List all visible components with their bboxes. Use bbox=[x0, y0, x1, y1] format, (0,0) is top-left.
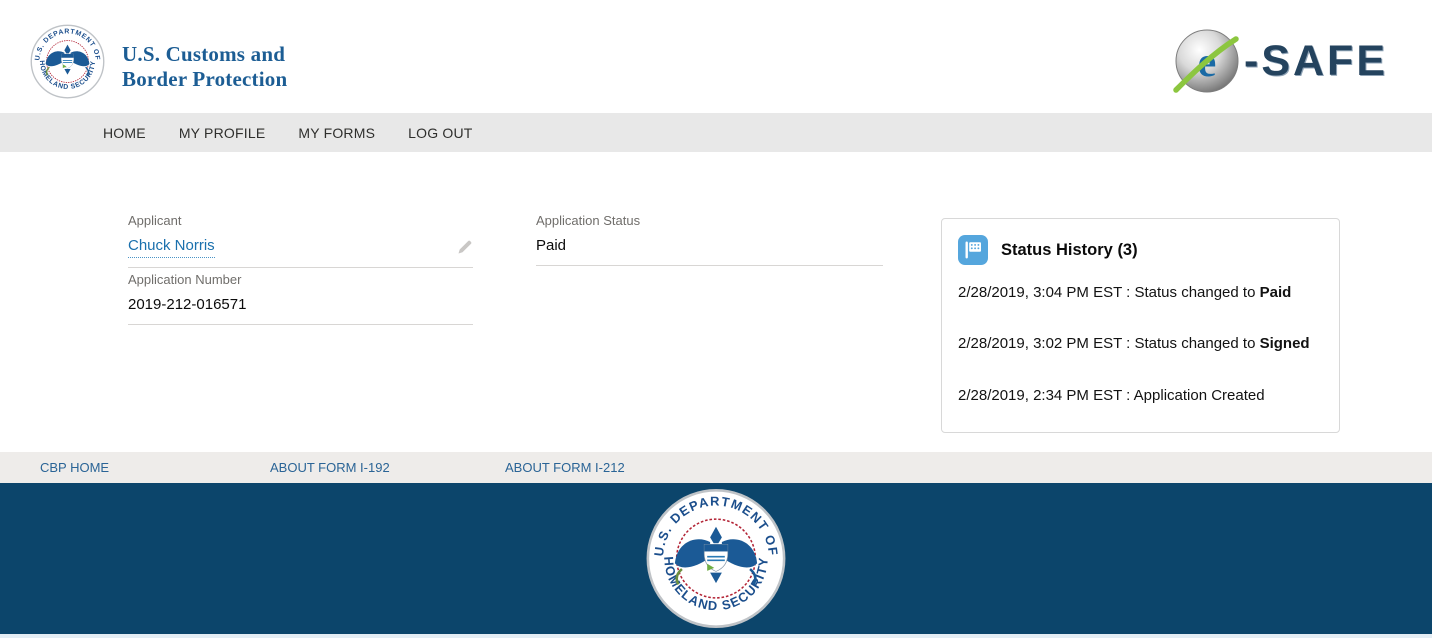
footer-bottom-strip bbox=[0, 634, 1432, 638]
status-history-entry: 2/28/2019, 3:04 PM EST : Status changed … bbox=[958, 284, 1292, 301]
nav-item-my-profile[interactable]: MY PROFILE bbox=[178, 124, 266, 141]
nav-item-my-forms[interactable]: MY FORMS bbox=[298, 124, 376, 141]
applicant-value-link[interactable]: Chuck Norris bbox=[128, 236, 215, 258]
status-history-entry: 2/28/2019, 2:34 PM EST : Application Cre… bbox=[958, 387, 1265, 404]
edit-pencil-icon[interactable] bbox=[457, 239, 473, 255]
footer-link-cbp-home[interactable]: CBP HOME bbox=[40, 460, 110, 475]
agency-title: U.S. Customs and Border Protection bbox=[122, 42, 287, 92]
applicant-label: Applicant bbox=[128, 213, 182, 228]
dhs-seal-footer bbox=[646, 488, 787, 629]
status-history-entry: 2/28/2019, 3:02 PM EST : Status changed … bbox=[958, 335, 1310, 352]
nav-item-home[interactable]: HOME bbox=[103, 124, 146, 141]
esafe-wordmark: -SAFE bbox=[1244, 36, 1388, 85]
status-history-card: Status History (3) 2/28/2019, 3:04 PM ES… bbox=[941, 218, 1340, 433]
application-number-value: 2019-212-016571 bbox=[128, 296, 247, 313]
applicant-field: Applicant Chuck Norris bbox=[128, 213, 473, 268]
flag-icon bbox=[958, 235, 988, 265]
application-number-field: Application Number 2019-212-016571 bbox=[128, 272, 473, 325]
footer-link-about-form-i192[interactable]: ABOUT FORM I-192 bbox=[270, 460, 390, 475]
main-nav: HOME MY PROFILE MY FORMS LOG OUT bbox=[0, 113, 1432, 152]
application-number-label: Application Number bbox=[128, 272, 242, 287]
dhs-seal-logo[interactable] bbox=[30, 24, 105, 99]
application-status-field: Application Status Paid bbox=[536, 213, 883, 266]
esafe-globe-icon: e bbox=[1173, 29, 1239, 93]
footer-link-about-form-i212[interactable]: ABOUT FORM I-212 bbox=[505, 460, 625, 475]
application-status-value: Paid bbox=[536, 237, 567, 254]
footer bbox=[0, 483, 1432, 634]
header: U.S. Customs and Border Protection e -SA… bbox=[0, 0, 1432, 113]
esafe-logo[interactable]: e -SAFE bbox=[1172, 26, 1388, 96]
agency-title-line2: Border Protection bbox=[122, 67, 288, 91]
agency-title-line1: U.S. Customs and bbox=[122, 42, 286, 66]
application-status-label: Application Status bbox=[536, 213, 641, 228]
status-history-title: Status History (3) bbox=[1001, 240, 1138, 259]
nav-item-log-out[interactable]: LOG OUT bbox=[408, 124, 473, 141]
footer-links-bar: CBP HOME ABOUT FORM I-192 ABOUT FORM I-2… bbox=[0, 452, 1432, 483]
status-history-header: Status History (3) bbox=[958, 235, 1323, 265]
